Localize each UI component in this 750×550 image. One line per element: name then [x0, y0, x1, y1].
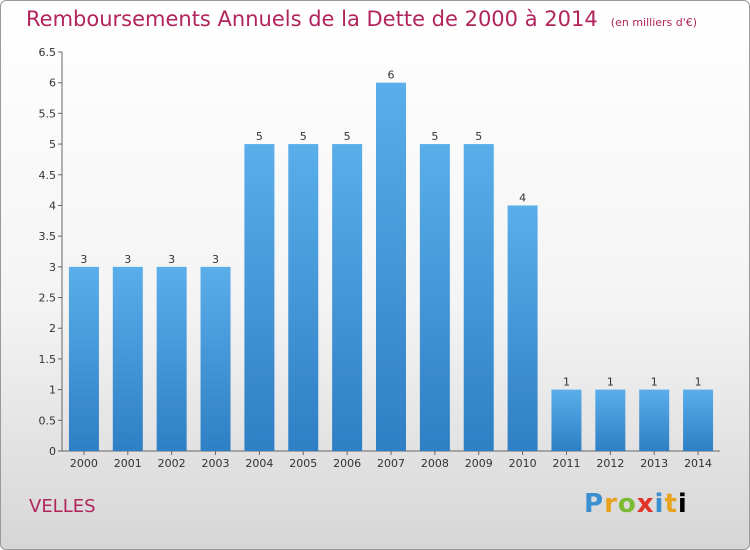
- x-tick-label: 2007: [377, 457, 405, 470]
- bar-2002: [156, 266, 187, 451]
- bar-2008: [419, 144, 450, 452]
- data-label: 1: [695, 376, 702, 389]
- y-tick-label: 4.5: [39, 169, 57, 182]
- y-tick-label: 0: [49, 445, 56, 458]
- x-tick-label: 2001: [114, 457, 142, 470]
- brand-letter: P: [584, 489, 605, 519]
- bar-2000: [68, 266, 99, 451]
- y-tick-label: 3: [49, 261, 56, 274]
- chart-header: Remboursements Annuels de la Dette de 20…: [26, 7, 697, 31]
- x-tick-label: 2011: [552, 457, 580, 470]
- y-tick-label: 1.5: [39, 353, 57, 366]
- x-tick-label: 2010: [509, 457, 537, 470]
- data-label: 5: [300, 130, 307, 143]
- x-tick-label: 2009: [465, 457, 493, 470]
- data-label: 1: [607, 376, 614, 389]
- y-tick-label: 0.5: [39, 414, 57, 427]
- data-label: 3: [168, 253, 175, 266]
- brand-letter: r: [604, 489, 618, 519]
- y-tick-label: 6.5: [39, 46, 57, 59]
- data-label: 6: [388, 69, 395, 82]
- x-tick-label: 2014: [684, 457, 712, 470]
- x-tick-label: 2006: [333, 457, 361, 470]
- data-label: 5: [344, 130, 351, 143]
- bar-2013: [639, 389, 670, 451]
- data-label: 5: [431, 130, 438, 143]
- bar-2003: [200, 266, 231, 451]
- brand-letter: o: [617, 489, 637, 519]
- brand-letter: x: [636, 489, 655, 519]
- bar-2010: [507, 205, 538, 451]
- chart-labels: 3 3 3 3 5 5 5 6 5 5 4 1 1 1 1: [80, 69, 701, 389]
- x-tick-label: 2013: [640, 457, 668, 470]
- chart-bars: [68, 82, 714, 452]
- x-tick-label: 2004: [245, 457, 273, 470]
- x-tick-label: 2012: [596, 457, 624, 470]
- bar-2004: [244, 144, 275, 452]
- bar-2011: [551, 389, 582, 451]
- chart-subtitle: (en milliers d'€): [610, 16, 698, 29]
- bar-2001: [112, 266, 143, 451]
- chart-title: Remboursements Annuels de la Dette de 20…: [26, 7, 598, 31]
- y-tick-label: 1: [49, 384, 56, 397]
- x-tick-label: 2005: [289, 457, 317, 470]
- brand-letter: i: [677, 489, 688, 519]
- data-label: 3: [124, 253, 131, 266]
- bar-2009: [463, 144, 494, 452]
- data-label: 3: [80, 253, 87, 266]
- y-tick-label: 5: [49, 138, 56, 151]
- data-label: 3: [212, 253, 219, 266]
- bar-2012: [595, 389, 626, 451]
- bar-2005: [288, 144, 319, 452]
- chart-axes: 0 0.5 1 1.5 2 2.5 3 3.5 4 4.5 5 5.5 6 6.5 2000 2001 2002…: [39, 46, 720, 470]
- data-label: 1: [563, 376, 570, 389]
- y-tick-label: 5.5: [39, 107, 57, 120]
- y-tick-label: 3.5: [39, 230, 57, 243]
- data-label: 4: [519, 191, 526, 204]
- y-tick-label: 6: [49, 77, 56, 90]
- commune-name: VELLES: [29, 496, 96, 517]
- bar-2006: [332, 144, 363, 452]
- data-label: 5: [256, 130, 263, 143]
- data-label: 1: [651, 376, 658, 389]
- x-tick-label: 2008: [421, 457, 449, 470]
- y-tick-label: 2.5: [39, 292, 57, 305]
- x-tick-label: 2000: [70, 457, 98, 470]
- brand-logo: Proxiti: [584, 489, 688, 519]
- brand-letter: i: [654, 489, 665, 519]
- brand-letter: t: [664, 489, 678, 519]
- y-tick-label: 4: [49, 199, 56, 212]
- bar-2007: [376, 82, 406, 451]
- y-tick-label: 2: [49, 322, 56, 335]
- x-tick-label: 2003: [202, 457, 230, 470]
- bar-2014: [683, 389, 714, 451]
- x-tick-label: 2002: [158, 457, 186, 470]
- data-label: 5: [475, 130, 482, 143]
